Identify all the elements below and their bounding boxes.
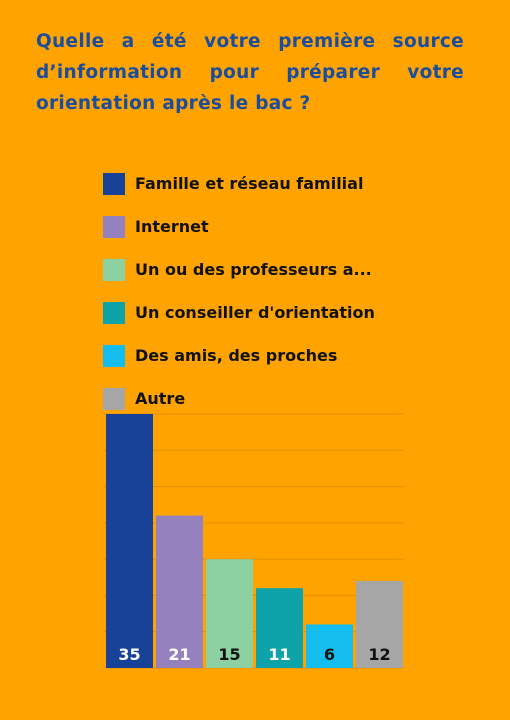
bar-value-label: 15 bbox=[218, 645, 240, 664]
legend-item: Famille et réseau familial bbox=[103, 162, 375, 205]
bar bbox=[256, 588, 303, 668]
legend-label: Autre bbox=[135, 389, 186, 408]
chart-legend: Famille et réseau familial Internet Un o… bbox=[103, 162, 375, 420]
legend-swatch bbox=[103, 344, 125, 367]
legend-item: Autre bbox=[103, 377, 375, 420]
legend-item: Internet bbox=[103, 205, 375, 248]
bar bbox=[106, 414, 153, 668]
legend-item: Des amis, des proches bbox=[103, 334, 375, 377]
legend-label: Un conseiller d'orientation bbox=[135, 303, 375, 322]
bar bbox=[356, 580, 403, 668]
legend-label: Internet bbox=[135, 217, 209, 236]
bar-value-label: 6 bbox=[324, 645, 335, 664]
legend-item: Un ou des professeurs a... bbox=[103, 248, 375, 291]
bar bbox=[206, 559, 253, 668]
legend-label: Des amis, des proches bbox=[135, 346, 338, 365]
bar-value-label: 35 bbox=[118, 645, 140, 664]
bar-value-label: 12 bbox=[368, 645, 390, 664]
chart-title: Quelle a été votre première source d’inf… bbox=[36, 31, 464, 114]
bar bbox=[306, 624, 353, 668]
bar bbox=[156, 515, 203, 668]
legend-swatch bbox=[103, 301, 125, 324]
legend-swatch bbox=[103, 215, 125, 238]
legend-item: Un conseiller d'orientation bbox=[103, 291, 375, 334]
legend-swatch bbox=[103, 172, 125, 195]
bar-value-label: 21 bbox=[168, 645, 190, 664]
legend-swatch bbox=[103, 258, 125, 281]
legend-swatch bbox=[103, 387, 125, 410]
legend-label: Un ou des professeurs a... bbox=[135, 260, 372, 279]
bar-value-label: 11 bbox=[268, 645, 290, 664]
legend-label: Famille et réseau familial bbox=[135, 174, 364, 193]
